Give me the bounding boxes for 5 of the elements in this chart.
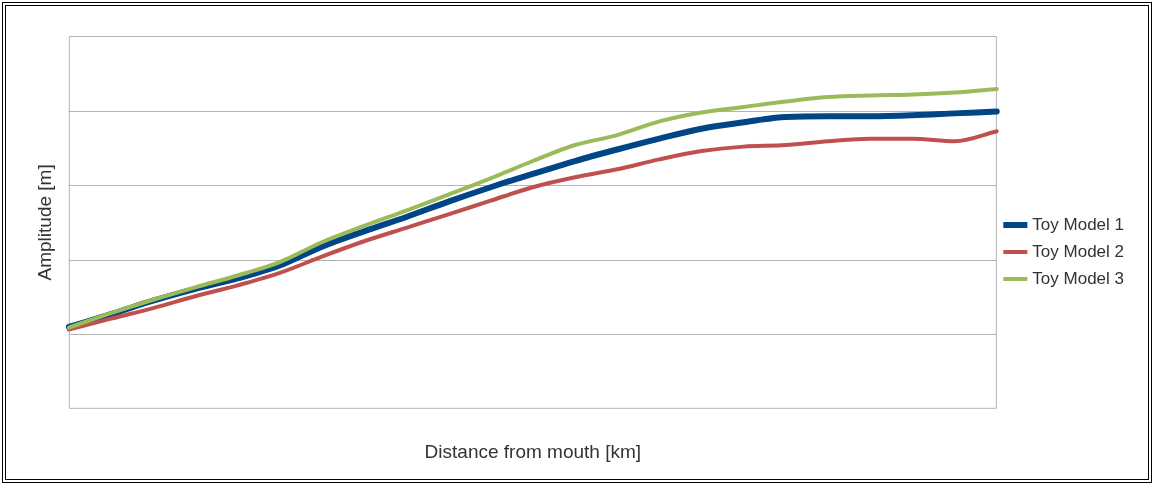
y-axis-title: Amplitude [m] bbox=[33, 164, 55, 281]
legend-label: Toy Model 2 bbox=[1032, 241, 1125, 261]
legend-label: Toy Model 1 bbox=[1032, 214, 1125, 234]
legend-label: Toy Model 3 bbox=[1032, 268, 1125, 288]
x-axis-title: Distance from mouth [km] bbox=[424, 440, 642, 462]
